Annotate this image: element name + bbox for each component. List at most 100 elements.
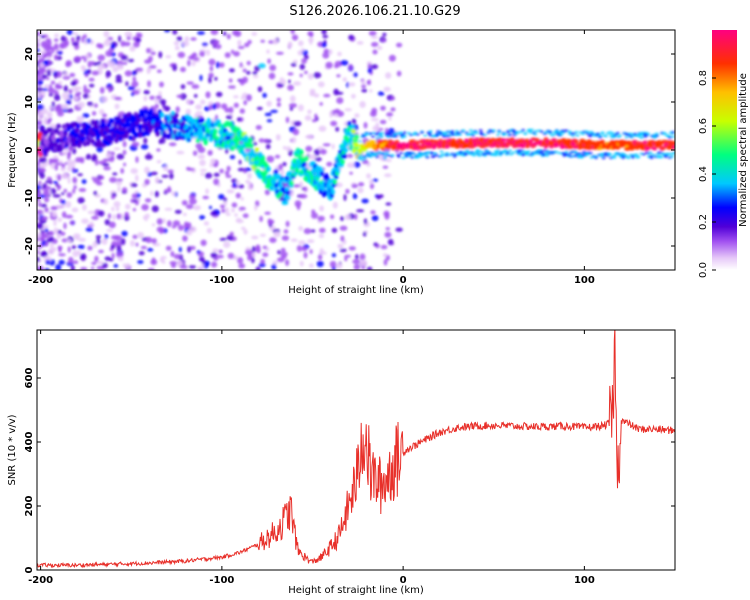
heatmap-cell	[634, 153, 639, 156]
heatmap-cell	[39, 63, 45, 68]
y-tick-label: 600	[24, 368, 35, 389]
heatmap-cell	[137, 117, 142, 123]
heatmap-cell	[669, 152, 673, 155]
heatmap-cell	[251, 256, 255, 264]
heatmap-cell	[42, 183, 47, 189]
heatmap-cell	[163, 165, 169, 172]
heatmap-cell	[232, 182, 237, 188]
heatmap-cell	[37, 231, 42, 239]
heatmap-cell	[157, 69, 162, 73]
heatmap-cell	[89, 221, 94, 226]
heatmap-cell	[81, 204, 87, 211]
heatmap-cell	[671, 131, 675, 134]
heatmap-cell	[91, 215, 99, 220]
heatmap-cell	[239, 78, 245, 86]
heatmap-cell	[93, 191, 98, 196]
heatmap-cell	[179, 264, 188, 269]
heatmap-cell	[292, 184, 301, 188]
heatmap-cell	[108, 221, 116, 229]
heatmap-cell	[87, 245, 93, 251]
heatmap-cell	[265, 144, 271, 150]
heatmap-cell	[167, 169, 174, 174]
heatmap-cell	[78, 237, 86, 242]
heatmap-cell	[339, 225, 348, 231]
heatmap-cell	[77, 101, 86, 108]
heatmap-cell	[354, 134, 359, 140]
heatmap-cell	[62, 151, 68, 156]
heatmap-cell	[187, 167, 195, 171]
heatmap-cell	[413, 131, 418, 134]
heatmap-cell	[205, 188, 210, 195]
heatmap-cell	[111, 206, 115, 212]
heatmap-cell	[303, 251, 308, 259]
heatmap-cell	[165, 245, 172, 251]
heatmap-cell	[246, 60, 251, 66]
heatmap-cell	[358, 182, 365, 187]
heatmap-cell	[329, 260, 337, 268]
heatmap-cell	[141, 113, 146, 119]
heatmap-cell	[264, 112, 270, 117]
heatmap-cell	[617, 134, 622, 137]
heatmap-cell	[41, 88, 49, 92]
heatmap-cell	[307, 239, 315, 244]
heatmap-cell	[60, 41, 68, 49]
heatmap-cell	[297, 50, 303, 56]
heatmap-cell	[104, 219, 111, 226]
heatmap-cell	[53, 54, 58, 61]
heatmap-cell	[158, 120, 164, 126]
spectrogram-x-label: Height of straight line (km)	[288, 285, 424, 296]
heatmap-cell	[311, 209, 316, 214]
heatmap-cell	[363, 156, 368, 160]
heatmap-cell	[259, 233, 266, 237]
snr-y-label: SNR (10 * v/v)	[7, 414, 18, 485]
heatmap-cell	[147, 247, 154, 252]
heatmap-cell	[37, 167, 46, 173]
heatmap-cell	[195, 111, 203, 115]
heatmap-cell	[258, 262, 266, 268]
heatmap-cell	[176, 94, 183, 99]
heatmap-cell	[441, 145, 446, 149]
heatmap-cell	[393, 135, 398, 138]
heatmap-cell	[139, 124, 144, 130]
heatmap-cell	[41, 92, 46, 96]
heatmap-cell	[292, 59, 298, 64]
heatmap-cell	[115, 74, 122, 81]
heatmap-cell	[388, 54, 396, 62]
heatmap-cell	[85, 140, 91, 146]
heatmap-cell	[37, 125, 40, 130]
heatmap-cell	[264, 138, 268, 143]
heatmap-cell	[299, 260, 304, 267]
heatmap-cell	[564, 150, 569, 153]
heatmap-cell	[112, 172, 118, 176]
heatmap-cell	[351, 118, 357, 125]
heatmap-cell	[143, 90, 150, 95]
heatmap-cell	[238, 184, 245, 189]
heatmap-cell	[155, 95, 162, 100]
heatmap-cell	[282, 162, 287, 167]
heatmap-cell	[361, 79, 366, 86]
heatmap-cell	[113, 264, 119, 268]
heatmap-cell	[81, 65, 86, 72]
heatmap-cell	[37, 223, 44, 230]
heatmap-cell	[57, 245, 63, 250]
heatmap-cell	[314, 157, 322, 162]
heatmap-cell	[325, 61, 333, 69]
heatmap-cell	[427, 132, 432, 135]
heatmap-cell	[309, 249, 313, 255]
heatmap-cell	[215, 61, 220, 69]
heatmap-cell	[115, 206, 120, 212]
heatmap-cell	[280, 168, 285, 176]
heatmap-cell	[172, 220, 181, 227]
heatmap-cell	[640, 146, 645, 151]
heatmap-cell	[266, 155, 275, 163]
colorbar-ticks: 0.0 0.2 0.4 0.6 0.8	[698, 70, 716, 278]
heatmap-cell	[450, 130, 455, 133]
heatmap-cell	[51, 211, 58, 217]
heatmap-cell	[574, 131, 579, 134]
heatmap-cell	[367, 79, 371, 86]
heatmap-cell	[102, 113, 107, 118]
heatmap-cell	[439, 149, 444, 153]
heatmap-cell	[553, 150, 558, 154]
heatmap-cell	[57, 217, 63, 223]
heatmap-cell	[228, 78, 233, 83]
